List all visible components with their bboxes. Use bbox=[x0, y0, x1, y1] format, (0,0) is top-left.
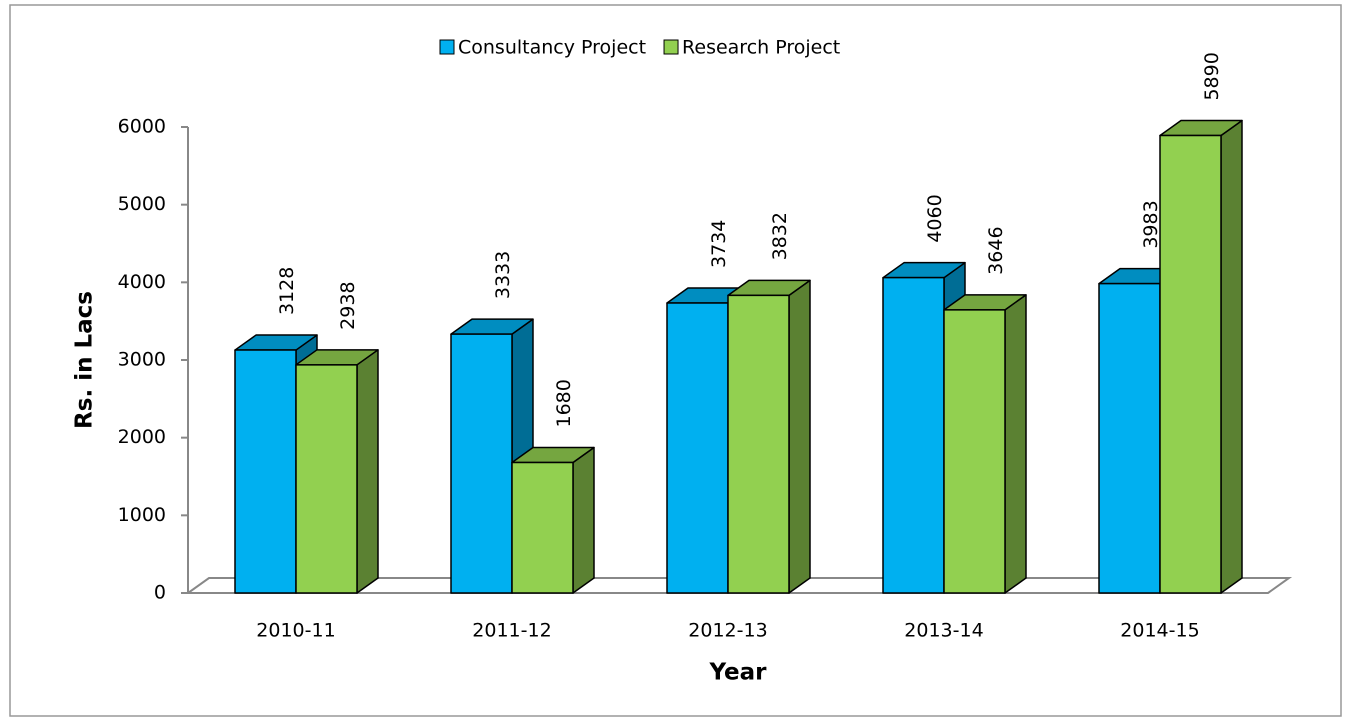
bar-side bbox=[1004, 294, 1027, 594]
legend-label: Consultancy Project bbox=[458, 37, 646, 59]
bar bbox=[943, 294, 1027, 594]
y-tick-label: 1000 bbox=[118, 504, 166, 526]
legend-swatch bbox=[663, 39, 679, 55]
bar bbox=[1159, 119, 1243, 594]
value-label: 1680 bbox=[553, 379, 575, 427]
x-tick-label: 2012-13 bbox=[688, 620, 767, 642]
value-label: 3983 bbox=[1140, 200, 1162, 248]
x-tick-label: 2011-12 bbox=[472, 620, 551, 642]
x-axis-title: Year bbox=[708, 660, 767, 686]
value-label: 2938 bbox=[337, 281, 359, 329]
bar-side bbox=[356, 349, 379, 594]
bar bbox=[727, 279, 811, 594]
value-label: 3333 bbox=[492, 251, 514, 299]
bar-front bbox=[943, 309, 1006, 594]
bar-front bbox=[511, 461, 574, 594]
bar bbox=[295, 349, 379, 594]
x-tick-label: 2014-15 bbox=[1120, 620, 1199, 642]
bar-front bbox=[234, 349, 297, 594]
x-tick-label: 2013-14 bbox=[904, 620, 983, 642]
value-label: 3128 bbox=[276, 267, 298, 315]
legend-swatch bbox=[439, 39, 455, 55]
value-label: 5890 bbox=[1201, 52, 1223, 100]
bar-front bbox=[1159, 134, 1222, 594]
bar-side bbox=[1220, 119, 1243, 594]
y-tick-label: 3000 bbox=[118, 349, 166, 371]
bar-front bbox=[295, 364, 358, 594]
bar-front bbox=[1098, 282, 1161, 594]
y-tick-label: 0 bbox=[154, 582, 166, 604]
bar bbox=[511, 446, 595, 594]
x-tick-label: 2010-11 bbox=[256, 620, 335, 642]
legend-label: Research Project bbox=[682, 37, 840, 59]
value-label: 3646 bbox=[985, 226, 1007, 274]
y-tick-label: 6000 bbox=[118, 116, 166, 138]
y-tick-label: 4000 bbox=[118, 271, 166, 293]
bar-front bbox=[450, 333, 513, 594]
value-label: 3832 bbox=[769, 212, 791, 260]
bar-side bbox=[572, 446, 595, 594]
value-label: 4060 bbox=[924, 194, 946, 242]
bar-front bbox=[882, 276, 945, 594]
bar-front bbox=[727, 294, 790, 594]
y-tick-label: 2000 bbox=[118, 426, 166, 448]
bar-front bbox=[666, 302, 729, 594]
y-tick-label: 5000 bbox=[118, 193, 166, 215]
y-axis-title: Rs. in Lacs bbox=[72, 291, 98, 429]
value-label: 3734 bbox=[708, 220, 730, 268]
bar-side bbox=[788, 279, 811, 594]
